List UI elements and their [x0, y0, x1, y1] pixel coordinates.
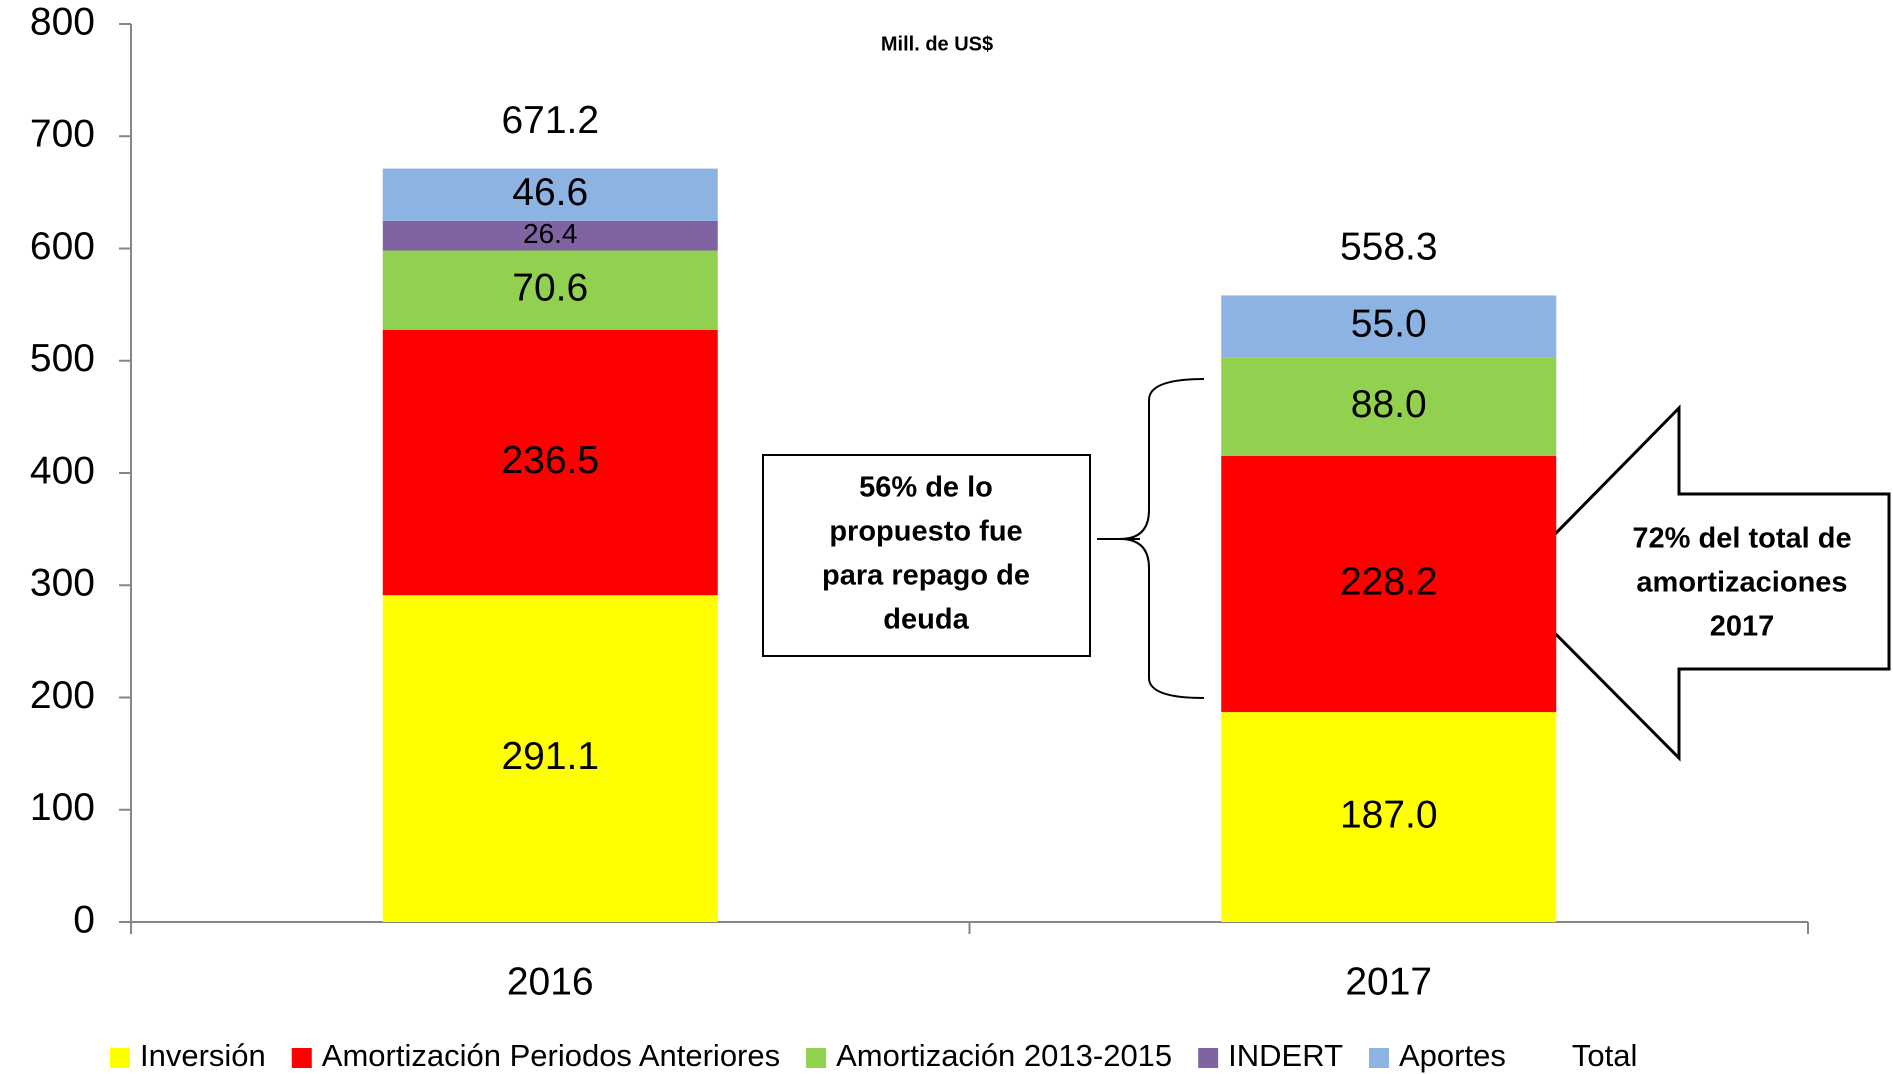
data-label: 88.0	[1351, 383, 1427, 426]
y-tick-label: 400	[30, 449, 95, 492]
y-tick-label: 600	[30, 225, 95, 268]
y-tick-label: 200	[30, 674, 95, 717]
y-tick-label: 300	[30, 562, 95, 605]
arrow-text: 72% del total de	[1632, 523, 1851, 555]
y-tick-label: 100	[30, 786, 95, 829]
data-label: 236.5	[501, 439, 599, 482]
data-label: 187.0	[1340, 793, 1438, 836]
callout-text: para repago de	[822, 560, 1030, 592]
legend-label: Aportes	[1399, 1038, 1506, 1073]
y-tick-label: 500	[30, 337, 95, 380]
bar-segment	[1221, 295, 1557, 358]
bar-segment	[382, 250, 718, 330]
data-label: 26.4	[523, 218, 578, 249]
legend-label: Total	[1572, 1038, 1637, 1073]
legend-label: Amortización Periodos Anteriores	[322, 1038, 780, 1073]
bar-segment	[1221, 455, 1557, 713]
y-tick-label: 800	[30, 0, 95, 43]
total-label: 671.2	[501, 99, 599, 142]
legend-label: INDERT	[1228, 1038, 1343, 1073]
bar-segment	[382, 329, 718, 596]
callout-box	[762, 454, 1091, 657]
data-label: 228.2	[1340, 560, 1438, 603]
x-tick-label: 2016	[507, 960, 594, 1003]
bar-segment	[1221, 712, 1557, 922]
callout-text: propuesto fue	[829, 516, 1022, 548]
callout-text: 56% de lo	[859, 472, 993, 504]
brace	[1119, 378, 1205, 699]
bar-segment	[382, 168, 718, 221]
legend-swatch	[110, 1048, 130, 1068]
x-tick-label: 2017	[1345, 960, 1432, 1003]
chart-title: Mill. de US$	[881, 33, 993, 55]
data-label: 55.0	[1351, 303, 1427, 346]
bar-segment	[382, 595, 718, 922]
bar-segment	[1221, 357, 1557, 456]
arrow-text: amortizaciones	[1636, 567, 1847, 599]
legend-label: Inversión	[140, 1038, 266, 1073]
data-label: 46.6	[512, 171, 588, 214]
legend-swatch	[291, 1048, 312, 1068]
y-tick-label: 0	[73, 898, 95, 941]
data-label: 70.6	[512, 266, 588, 309]
data-label: 291.1	[501, 735, 599, 778]
legend-swatch	[1369, 1048, 1389, 1068]
legend-swatch	[1198, 1048, 1219, 1068]
legend-label: Amortización 2013-2015	[836, 1038, 1172, 1073]
legend-swatch	[806, 1048, 827, 1068]
callout-text: deuda	[883, 604, 969, 636]
y-tick-label: 700	[30, 113, 95, 156]
arrow-text: 2017	[1710, 611, 1775, 643]
total-label: 558.3	[1340, 226, 1438, 269]
bar-segment	[382, 220, 718, 251]
arrow	[1503, 404, 1891, 762]
